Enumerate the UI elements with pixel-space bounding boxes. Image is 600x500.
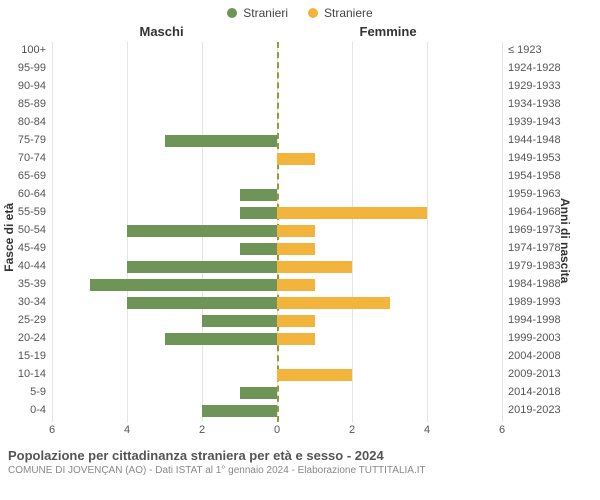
bar-male [202, 405, 277, 417]
x-tick: 4 [124, 424, 130, 436]
y-tick-birth: 1964-1968 [502, 206, 572, 218]
x-tick: 6 [49, 424, 55, 436]
x-axis: 6 4 2 0 2 4 6 [52, 422, 502, 438]
y-tick-birth: 1949-1953 [502, 152, 572, 164]
bar-male [240, 207, 278, 219]
y-tick-birth: 1989-1993 [502, 296, 572, 308]
y-tick-age: 100+ [0, 44, 52, 56]
legend-item-male: Stranieri [227, 6, 288, 20]
y-tick-age: 30-34 [0, 296, 52, 308]
x-tick: 4 [424, 424, 430, 436]
header-male: Maschi [140, 24, 184, 39]
bar-male [202, 315, 277, 327]
bar-female [277, 207, 427, 219]
y-tick-birth: 1974-1978 [502, 242, 572, 254]
y-tick-age: 90-94 [0, 80, 52, 92]
bar-male [240, 243, 278, 255]
bar-female [277, 261, 352, 273]
bar-male [127, 297, 277, 309]
y-tick-age: 85-89 [0, 98, 52, 110]
y-tick-birth: 1994-1998 [502, 314, 572, 326]
header-female: Femmine [360, 24, 417, 39]
column-headers: Maschi Femmine [0, 24, 600, 42]
y-tick-age: 65-69 [0, 170, 52, 182]
chart-subtitle: COMUNE DI JOVENÇAN (AO) - Dati ISTAT al … [8, 465, 592, 476]
x-tick: 2 [349, 424, 355, 436]
legend-label-female: Straniere [324, 6, 373, 20]
gridline [352, 42, 353, 422]
bar-female [277, 243, 315, 255]
y-tick-age: 45-49 [0, 242, 52, 254]
y-tick-age: 75-79 [0, 134, 52, 146]
bar-female [277, 153, 315, 165]
x-tick: 0 [274, 424, 280, 436]
y-tick-age: 60-64 [0, 188, 52, 200]
bar-male [90, 279, 278, 291]
y-tick-birth: 2004-2008 [502, 350, 572, 362]
y-tick-age: 70-74 [0, 152, 52, 164]
gridline [52, 42, 53, 422]
y-tick-age: 55-59 [0, 206, 52, 218]
x-tick: 2 [199, 424, 205, 436]
y-tick-birth: 1939-1943 [502, 116, 572, 128]
bar-male [240, 387, 278, 399]
y-tick-birth: 1959-1963 [502, 188, 572, 200]
y-tick-birth: 1954-1958 [502, 170, 572, 182]
y-tick-birth: 1924-1928 [502, 62, 572, 74]
bar-female [277, 333, 315, 345]
y-tick-age: 95-99 [0, 62, 52, 74]
x-tick: 6 [499, 424, 505, 436]
bar-male [127, 225, 277, 237]
chart-title: Popolazione per cittadinanza straniera p… [8, 448, 592, 463]
y-tick-age: 20-24 [0, 332, 52, 344]
plot-area: 100+≤ 192395-991924-192890-941929-193385… [52, 42, 502, 422]
y-tick-age: 80-84 [0, 116, 52, 128]
y-tick-birth: 1934-1938 [502, 98, 572, 110]
bar-male [127, 261, 277, 273]
y-tick-age: 15-19 [0, 350, 52, 362]
bar-female [277, 279, 315, 291]
y-tick-birth: 2009-2013 [502, 368, 572, 380]
y-tick-age: 25-29 [0, 314, 52, 326]
y-tick-birth: ≤ 1923 [502, 44, 572, 56]
y-tick-birth: 2019-2023 [502, 404, 572, 416]
y-tick-age: 10-14 [0, 368, 52, 380]
y-tick-birth: 1979-1983 [502, 260, 572, 272]
y-tick-birth: 2014-2018 [502, 386, 572, 398]
y-tick-birth: 1944-1948 [502, 134, 572, 146]
footer: Popolazione per cittadinanza straniera p… [0, 438, 600, 476]
bar-female [277, 225, 315, 237]
bar-female [277, 369, 352, 381]
y-tick-birth: 1969-1973 [502, 224, 572, 236]
bar-male [165, 135, 278, 147]
y-tick-age: 5-9 [0, 386, 52, 398]
y-tick-age: 35-39 [0, 278, 52, 290]
legend-label-male: Stranieri [243, 6, 288, 20]
y-tick-age: 50-54 [0, 224, 52, 236]
y-tick-age: 0-4 [0, 404, 52, 416]
bar-female [277, 297, 390, 309]
legend: Stranieri Straniere [0, 0, 600, 24]
gridline [427, 42, 428, 422]
y-tick-age: 40-44 [0, 260, 52, 272]
bar-male [240, 189, 278, 201]
bar-male [165, 333, 278, 345]
y-tick-birth: 1999-2003 [502, 332, 572, 344]
y-tick-birth: 1984-1988 [502, 278, 572, 290]
legend-swatch-male [227, 8, 237, 18]
legend-item-female: Straniere [308, 6, 373, 20]
bar-female [277, 315, 315, 327]
y-tick-birth: 1929-1933 [502, 80, 572, 92]
legend-swatch-female [308, 8, 318, 18]
